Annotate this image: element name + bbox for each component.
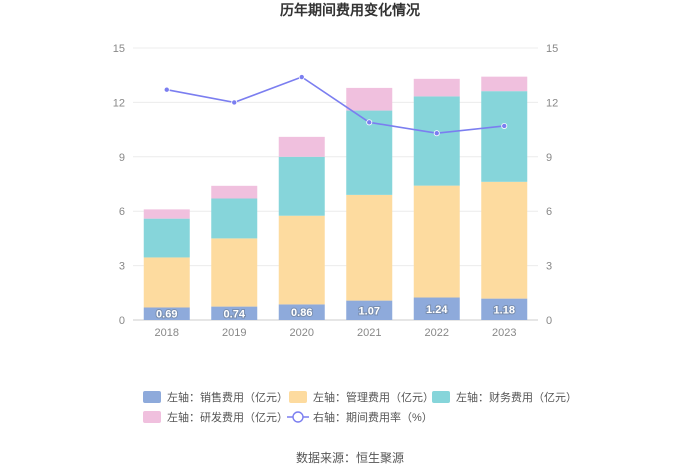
right-tick-label: 3 [546, 261, 552, 273]
data-label: 1.07 [359, 305, 380, 317]
bar-segment [481, 91, 528, 182]
legend-label: 右轴：期间费用率（%） [313, 410, 433, 424]
bar-segment [211, 198, 258, 239]
bar-segment [143, 257, 190, 308]
bar-segment [481, 181, 528, 299]
x-tick-label: 2019 [222, 327, 246, 339]
source-note: 数据来源：恒生聚源 [296, 450, 404, 465]
right-axis: 0 3 6 9 12 15 [546, 43, 558, 327]
left-tick-label: 6 [119, 206, 125, 218]
line-point [501, 122, 508, 129]
bar-segment [211, 306, 258, 320]
chart-title: 历年期间费用变化情况 [280, 2, 420, 18]
right-tick-label: 12 [546, 97, 558, 109]
x-tick-label: 2023 [492, 327, 516, 339]
bar-segment [278, 215, 325, 305]
bar-segment [211, 238, 258, 307]
bar-segment [413, 96, 460, 186]
bar-segment [413, 297, 460, 320]
bar-segment [143, 307, 190, 320]
x-tick-label: 2020 [290, 327, 314, 339]
bar-segment [143, 209, 190, 219]
line-point [366, 119, 373, 126]
bar-segment [278, 156, 325, 216]
bar-segment [413, 78, 460, 97]
legend: 左轴：销售费用（亿元） 左轴：管理费用（亿元） 左轴：财务费用（亿元） 左轴：研发费用… [143, 390, 577, 424]
left-tick-label: 3 [119, 261, 125, 273]
data-label: 1.24 [426, 304, 448, 316]
legend-label: 左轴：财务费用（亿元） [456, 390, 577, 404]
left-tick-label: 12 [113, 97, 125, 109]
legend-label: 左轴：研发费用（亿元） [167, 410, 288, 424]
legend-marker [292, 411, 304, 423]
legend-label: 左轴：管理费用（亿元） [313, 390, 434, 404]
bar-segment [211, 185, 258, 199]
left-tick-label: 0 [119, 315, 125, 327]
right-tick-label: 15 [546, 43, 558, 55]
x-tick-label: 2018 [155, 327, 179, 339]
bar-segment [413, 185, 460, 298]
x-tick-label: 2021 [357, 327, 381, 339]
bar-segment [278, 304, 325, 320]
bar-segment [481, 298, 528, 320]
legend-swatch [432, 391, 450, 403]
line-point [163, 86, 170, 93]
line-point [231, 99, 238, 106]
legend-swatch [143, 411, 161, 423]
data-label: 0.86 [291, 307, 312, 319]
legend-label: 左轴：销售费用（亿元） [167, 390, 288, 404]
left-axis: 0 3 6 9 12 15 [113, 43, 125, 327]
right-tick-label: 0 [546, 315, 552, 327]
right-tick-label: 9 [546, 152, 552, 164]
line-path [166, 76, 505, 135]
line-point [433, 130, 440, 137]
bar-segment [143, 218, 190, 258]
line-series [163, 74, 508, 137]
x-tick-label: 2022 [425, 327, 449, 339]
grid-lines [133, 47, 538, 321]
left-tick-label: 9 [119, 152, 125, 164]
data-label: 0.74 [224, 308, 246, 320]
data-label: 0.69 [156, 309, 177, 321]
left-tick-label: 15 [113, 43, 125, 55]
line-point [298, 74, 305, 81]
legend-swatch [143, 391, 161, 403]
bar-series: 0.69 0.74 0.86 1.07 1.24 1.18 [143, 76, 528, 322]
bar-segment [278, 136, 325, 157]
bar-segment [346, 87, 393, 111]
x-axis: 2018 2019 2020 2021 2022 2023 [155, 327, 517, 339]
bar-segment [346, 300, 393, 320]
bar-segment [481, 76, 528, 92]
bar-segment [346, 194, 393, 301]
legend-swatch [289, 391, 307, 403]
data-label: 1.18 [494, 304, 515, 316]
right-tick-label: 6 [546, 206, 552, 218]
